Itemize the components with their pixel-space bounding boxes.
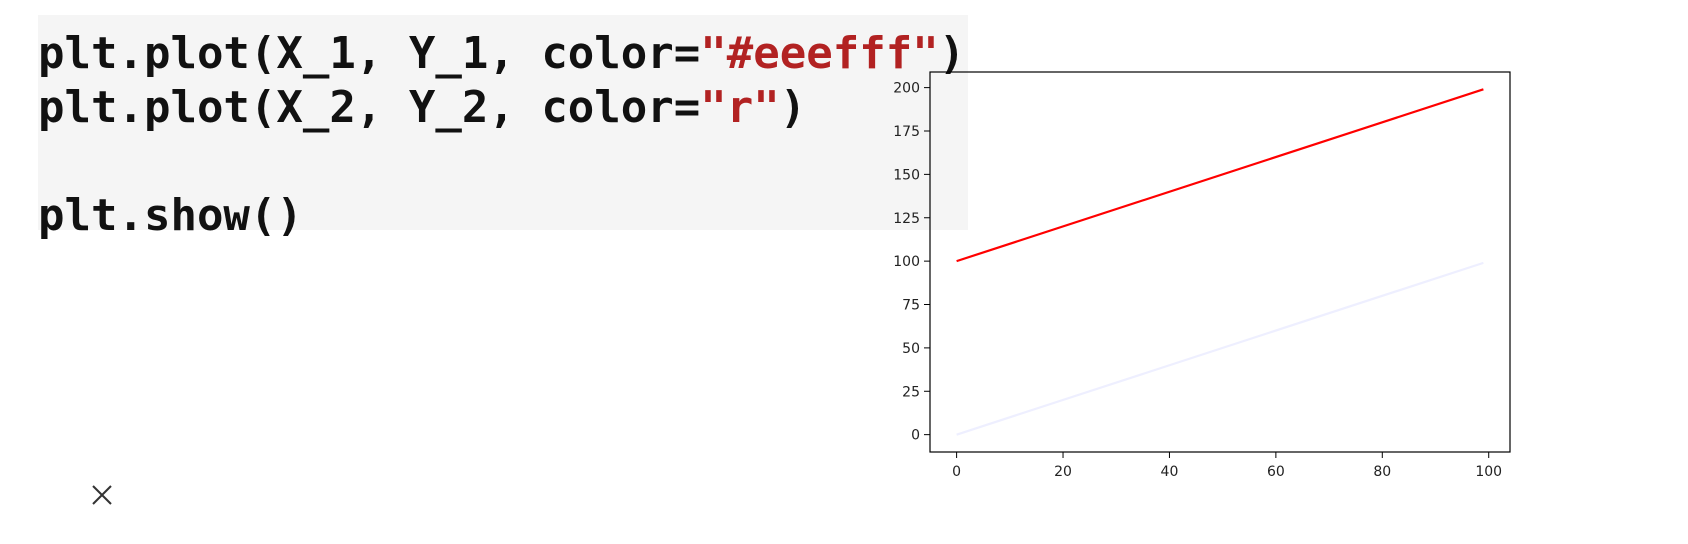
y-tick-label: 100 — [893, 254, 920, 270]
code-cell[interactable]: plt.plot(X_1, Y_1, color="#eeefff") plt.… — [38, 15, 968, 241]
y-tick-label: 75 — [902, 298, 920, 314]
code-line-4: plt.show() — [38, 190, 303, 241]
y-tick-label: 25 — [902, 384, 920, 400]
x-tick-label: 60 — [1267, 464, 1285, 480]
y-tick-label: 0 — [911, 428, 920, 444]
code-string: "#eeefff" — [700, 28, 939, 79]
code-text: plt.plot(X_2, Y_2, color= — [38, 82, 701, 133]
x-tick-label: 100 — [1475, 464, 1502, 480]
x-tick-label: 80 — [1373, 464, 1391, 480]
axes-frame — [929, 71, 1511, 453]
x-tick-label: 20 — [1054, 464, 1072, 480]
y-tick-label: 200 — [893, 81, 920, 97]
code-text: ) — [779, 82, 807, 133]
code-text: ) — [938, 28, 966, 79]
y-tick-label: 150 — [893, 167, 920, 183]
code-line-1: plt.plot(X_1, Y_1, color="#eeefff") — [38, 27, 968, 81]
y-tick-label: 125 — [893, 211, 920, 227]
y-tick-label: 50 — [902, 341, 920, 357]
code-string: "r" — [700, 82, 780, 133]
y-tick-label: 175 — [893, 124, 920, 140]
series-line-1 — [956, 261, 1484, 436]
plot-output: 0 25 50 75 100 125 150 175 200 0 20 40 60 80 100 — [882, 62, 1662, 502]
x-tick-label: 40 — [1161, 464, 1179, 480]
line-chart: 0 25 50 75 100 125 150 175 200 0 20 40 60 80 100 — [893, 71, 1511, 480]
x-tick-label: 0 — [952, 464, 961, 480]
code-text: plt.plot(X_1, Y_1, color= — [38, 28, 701, 79]
code-line-3 — [38, 135, 968, 189]
series-line-2 — [956, 88, 1484, 263]
close-icon[interactable] — [85, 478, 119, 512]
code-line-2: plt.plot(X_2, Y_2, color="r") — [38, 81, 968, 135]
